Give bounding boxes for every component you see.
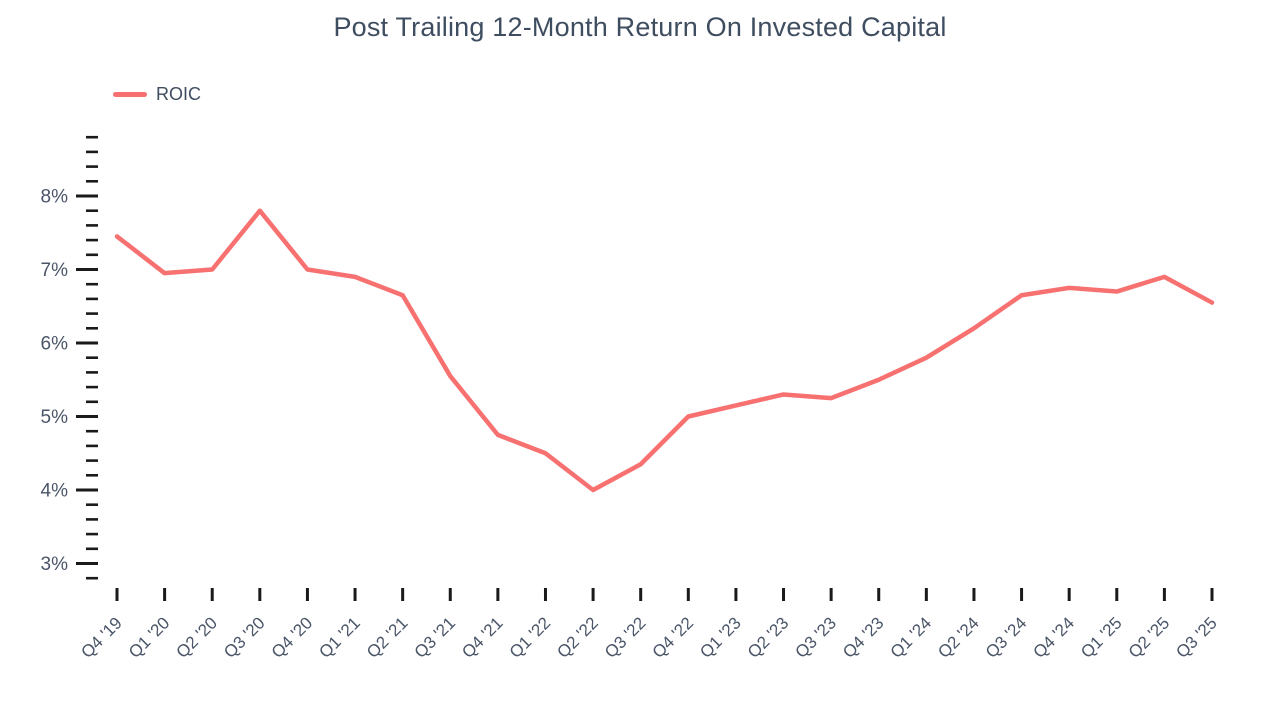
y-axis-tick-label: 7% <box>41 260 69 281</box>
y-axis-tick-label: 3% <box>41 554 69 575</box>
x-axis-tick-label: Q1 '20 <box>125 613 173 661</box>
x-axis-tick-label: Q1 '22 <box>506 613 554 661</box>
x-axis-tick-label: Q1 '23 <box>696 613 744 661</box>
x-axis-tick-label: Q4 '19 <box>77 613 125 661</box>
x-axis-tick-label: Q1 '24 <box>887 613 935 661</box>
x-axis-tick-label: Q3 '21 <box>411 613 459 661</box>
chart-title: Post Trailing 12-Month Return On Investe… <box>333 12 947 42</box>
y-axis-tick-label: 6% <box>41 334 69 355</box>
x-axis-tick-label: Q4 '20 <box>268 613 316 661</box>
x-axis-tick-label: Q3 '25 <box>1172 613 1220 661</box>
x-axis-tick-label: Q4 '21 <box>458 613 506 661</box>
x-axis-tick-label: Q3 '23 <box>791 613 839 661</box>
legend-line-swatch-icon <box>113 92 147 97</box>
y-axis-tick-label: 8% <box>41 187 69 208</box>
x-axis-tick-label: Q4 '22 <box>649 613 697 661</box>
roic-series-line <box>114 208 1215 493</box>
y-axis-tick-label: 4% <box>41 481 69 502</box>
legend: ROIC <box>113 84 201 105</box>
x-axis-tick-label: Q3 '22 <box>601 613 649 661</box>
x-axis-tick-label: Q2 '23 <box>744 613 792 661</box>
x-axis-tick-label: Q3 '20 <box>220 613 268 661</box>
x-axis-tick-label: Q2 '25 <box>1125 613 1173 661</box>
y-axis-tick-label: 5% <box>41 407 69 428</box>
x-axis-tick-label: Q2 '22 <box>553 613 601 661</box>
x-axis-tick-label: Q4 '24 <box>1030 613 1078 661</box>
legend-series-label: ROIC <box>156 84 201 104</box>
x-axis-tick-label: Q2 '21 <box>363 613 411 661</box>
x-axis-tick-label: Q3 '24 <box>982 613 1030 661</box>
x-axis-tick-label: Q4 '23 <box>839 613 887 661</box>
x-axis-tick-label: Q1 '21 <box>315 613 363 661</box>
x-axis-tick-label: Q2 '20 <box>173 613 221 661</box>
x-axis-tick-label: Q1 '25 <box>1077 613 1125 661</box>
x-axis-tick-label: Q2 '24 <box>934 613 982 661</box>
